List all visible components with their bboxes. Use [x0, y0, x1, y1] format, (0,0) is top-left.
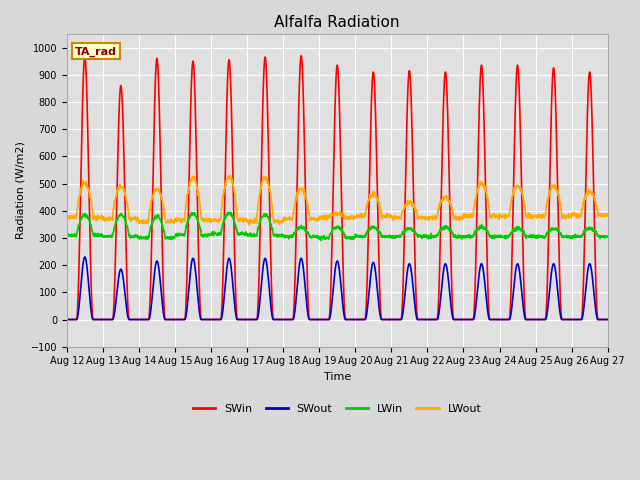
LWin	[556, 229, 564, 235]
SWout	[63, 317, 70, 323]
LWout	[365, 197, 372, 203]
SWin	[365, 221, 372, 227]
LWin	[572, 233, 579, 239]
SWin	[353, 317, 360, 323]
Title: Alfalfa Radiation: Alfalfa Radiation	[275, 15, 400, 30]
LWout	[572, 212, 579, 217]
SWout	[81, 254, 89, 260]
LWin	[63, 232, 70, 238]
LWin	[214, 232, 221, 238]
SWout	[604, 317, 611, 323]
SWout	[214, 317, 221, 323]
Y-axis label: Radiation (W/m2): Radiation (W/m2)	[15, 142, 25, 239]
Legend: SWin, SWout, LWin, LWout: SWin, SWout, LWin, LWout	[189, 399, 486, 418]
LWout	[245, 222, 253, 228]
SWin	[214, 317, 221, 323]
SWin	[63, 317, 70, 323]
Line: SWout: SWout	[67, 257, 607, 320]
LWout	[556, 199, 564, 204]
Line: SWin: SWin	[67, 56, 607, 320]
SWin	[604, 317, 611, 323]
LWout	[604, 212, 611, 218]
SWin	[495, 317, 502, 323]
LWin	[604, 233, 611, 239]
SWout	[571, 317, 579, 323]
Line: LWin: LWin	[67, 212, 607, 240]
LWout	[214, 217, 221, 223]
LWout	[495, 214, 502, 219]
X-axis label: Time: Time	[324, 372, 351, 382]
SWin	[571, 317, 579, 323]
SWout	[495, 317, 502, 323]
Text: TA_rad: TA_rad	[75, 46, 117, 57]
LWin	[353, 232, 361, 238]
LWout	[226, 172, 234, 178]
Line: LWout: LWout	[67, 175, 607, 225]
LWout	[63, 215, 70, 220]
SWout	[353, 317, 360, 323]
SWout	[365, 295, 372, 300]
LWin	[365, 228, 372, 234]
LWout	[353, 212, 361, 217]
SWin	[298, 53, 305, 59]
LWin	[495, 232, 502, 238]
SWout	[556, 309, 564, 314]
SWin	[556, 281, 564, 287]
LWin	[317, 238, 325, 243]
LWin	[227, 209, 234, 215]
